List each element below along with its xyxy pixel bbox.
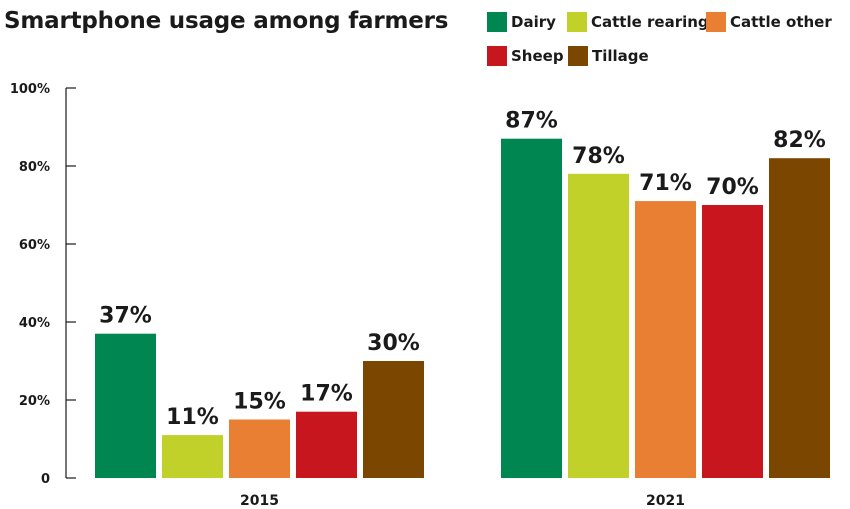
bar-sheep-2015 (296, 411, 357, 478)
legend-item-cattle-other: Cattle other (706, 12, 832, 32)
bar-tillage-2021 (769, 158, 830, 478)
legend-swatch-cattle-rearing (567, 12, 587, 32)
legend-swatch-dairy (487, 12, 507, 32)
y-tick-label: 20% (19, 394, 50, 409)
bars: 37% 11% 15% 17% 30% 87% 78% 71% 70% 82% (95, 109, 830, 479)
bar-cattle-other-2021 (635, 201, 696, 478)
data-label-cattle-other-2015: 15% (233, 390, 286, 415)
x-axis-labels: 2015 2021 (240, 493, 685, 509)
legend-swatch-cattle-other (706, 12, 726, 32)
bar-cattle-other-2015 (229, 419, 290, 478)
y-tick-label: 40% (19, 316, 50, 331)
data-label-tillage-2021: 82% (773, 128, 826, 153)
legend-item-sheep: Sheep (487, 46, 564, 66)
data-label-sheep-2015: 17% (300, 382, 353, 407)
legend-swatch-tillage (568, 46, 588, 66)
y-tick-label: 100% (10, 82, 50, 97)
bar-sheep-2021 (702, 205, 763, 478)
data-label-dairy-2015: 37% (99, 304, 152, 329)
bar-dairy-2021 (501, 138, 562, 478)
legend-item-tillage: Tillage (568, 46, 649, 66)
bar-cattle-rearing-2021 (568, 173, 629, 479)
bar-tillage-2015 (363, 361, 424, 478)
data-label-cattle-other-2021: 71% (639, 171, 692, 196)
legend-swatch-sheep (487, 46, 507, 66)
y-tick-label: 0 (41, 472, 50, 487)
x-category-label-2015: 2015 (240, 493, 279, 509)
chart-title: Smartphone usage among farmers (4, 8, 449, 34)
legend-item-dairy: Dairy (487, 12, 556, 32)
legend-label-dairy: Dairy (511, 13, 556, 31)
data-label-dairy-2021: 87% (505, 109, 558, 134)
y-tick-label: 60% (19, 238, 50, 253)
legend-label-tillage: Tillage (592, 47, 649, 65)
bar-dairy-2015 (95, 333, 156, 478)
legend-item-cattle-rearing: Cattle rearing (567, 12, 709, 32)
legend-label-sheep: Sheep (511, 47, 564, 65)
y-axis: 0 20% 40% 60% 80% 100% (10, 82, 76, 487)
data-label-sheep-2021: 70% (706, 175, 759, 200)
data-label-tillage-2015: 30% (367, 331, 420, 356)
x-category-label-2021: 2021 (646, 493, 685, 509)
legend-label-cattle-other: Cattle other (730, 13, 832, 31)
data-label-cattle-rearing-2015: 11% (166, 405, 219, 430)
bar-cattle-rearing-2015 (162, 435, 223, 478)
data-label-cattle-rearing-2021: 78% (572, 144, 625, 169)
y-tick-label: 80% (19, 160, 50, 175)
legend-label-cattle-rearing: Cattle rearing (591, 13, 709, 31)
